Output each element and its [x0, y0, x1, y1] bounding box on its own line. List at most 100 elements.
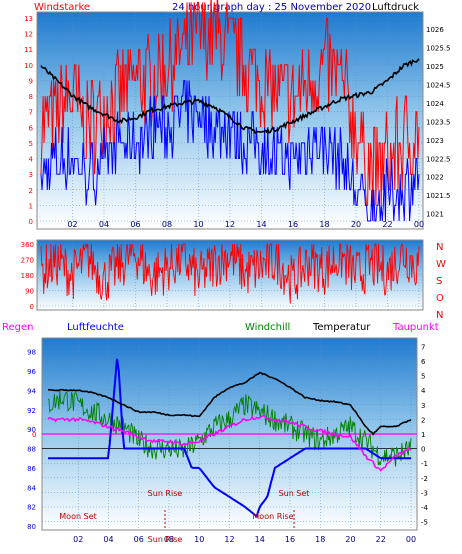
hour-tick-label: 18: [315, 535, 325, 544]
wind-tick-label: 11: [24, 46, 33, 54]
temperature-tick-label: 2: [421, 416, 425, 424]
wind-tick-label: 0: [29, 218, 33, 226]
legend-luftfeuchte: Luftfeuchte: [67, 322, 124, 333]
direction-tick-label: 270: [21, 257, 34, 265]
hour-tick-label: 00: [406, 535, 416, 544]
wind-tick-label: 12: [24, 31, 33, 39]
legend-taupunkt: Taupunkt: [392, 322, 439, 333]
temperature-tick-label: -4: [421, 504, 429, 512]
humidity-tick-label: 88: [27, 446, 36, 454]
hour-tick-label: 04: [103, 535, 113, 544]
wind-tick-label: 4: [29, 156, 34, 164]
hour-tick-label: 00: [414, 220, 424, 229]
humidity-tick-label: 96: [27, 368, 36, 376]
wind-tick-label: 5: [29, 140, 33, 148]
direction-tick-label: 360: [21, 241, 34, 249]
temperature-tick-label: 6: [421, 358, 426, 366]
wind-direction-series: [40, 242, 420, 304]
hour-tick-label: 06: [134, 535, 144, 544]
pressure-tick-label: 1023: [426, 137, 444, 145]
temperature-tick-label: 1: [421, 431, 425, 439]
hour-tick-label: 08: [164, 535, 174, 544]
hour-tick-label: 22: [376, 535, 386, 544]
pressure-tick-label: 1022.5: [426, 155, 451, 163]
wind-tick-label: 2: [29, 187, 33, 195]
wind-tick-label: 9: [29, 77, 33, 85]
humidity-tick-label: 80: [27, 523, 36, 531]
hour-tick-label: 18: [319, 220, 329, 229]
hour-tick-label: 12: [225, 220, 235, 229]
dewpoint-series: [47, 414, 412, 472]
hour-tick-label: 02: [67, 220, 77, 229]
legend-temperatur: Temperatur: [312, 322, 371, 333]
wind-axis-title: Windstarke: [34, 2, 90, 13]
wind-tick-label: 10: [24, 62, 33, 70]
temperature-tick-label: 7: [421, 343, 425, 351]
humidity-tick-label: 82: [27, 504, 36, 512]
hour-tick-label: 08: [162, 220, 172, 229]
chart-title: 24 hour graph day : 25 November 2020: [172, 2, 371, 13]
direction-tick-label: 90: [25, 288, 34, 296]
pressure-axis-title: Luftdruck: [372, 2, 419, 13]
humidity-series: [48, 358, 411, 518]
pressure-tick-label: 1021: [426, 211, 444, 219]
temperature-tick-label: -5: [421, 519, 428, 527]
hour-tick-label: 16: [288, 220, 298, 229]
temperature-tick-label: 0: [421, 446, 425, 454]
humidity-tick-label: 90: [27, 426, 36, 434]
astro-annotation: Moon Rise: [252, 512, 293, 521]
wind-tick-label: 6: [29, 124, 34, 132]
compass-label: N: [436, 242, 443, 253]
hour-tick-label: 22: [382, 220, 392, 229]
compass-label: O: [436, 293, 444, 304]
direction-tick-label: 0: [30, 303, 34, 311]
pressure-tick-label: 1026: [426, 26, 444, 34]
humidity-tick-label: 98: [27, 349, 36, 357]
hour-tick-label: 10: [193, 220, 203, 229]
wind-gust-series: [40, 0, 420, 222]
temperature-tick-label: -1: [421, 460, 428, 468]
temperature-tick-label: 5: [421, 373, 425, 381]
pressure-tick-label: 1025.5: [426, 45, 451, 53]
hour-tick-label: 12: [224, 535, 234, 544]
pressure-tick-label: 1024.5: [426, 81, 451, 89]
hour-tick-label: 14: [255, 535, 265, 544]
humidity-tick-label: 94: [27, 387, 36, 395]
pressure-tick-label: 1021.5: [426, 192, 451, 200]
astro-annotation: Sun Rise: [148, 489, 183, 498]
hour-tick-label: 16: [285, 535, 295, 544]
astro-annotation: Sun Rise: [148, 535, 183, 544]
wind-tick-label: 7: [29, 109, 33, 117]
direction-tick-label: 180: [21, 272, 34, 280]
temperature-series: [47, 371, 412, 436]
wind-tick-label: 3: [29, 171, 33, 179]
hour-tick-label: 06: [130, 220, 140, 229]
hour-tick-label: 14: [256, 220, 266, 229]
humidity-tick-label: 84: [27, 484, 36, 492]
temperature-tick-label: -2: [421, 475, 428, 483]
wind-mean-series: [40, 80, 420, 222]
humidity-tick-label: 92: [27, 407, 36, 415]
compass-label: S: [436, 276, 442, 287]
temperature-tick-label: -3: [421, 489, 428, 497]
humidity-tick-label: 86: [27, 465, 36, 473]
astro-annotation: Sun Set: [279, 489, 310, 498]
temperature-tick-label: 3: [421, 402, 425, 410]
pressure-tick-label: 1023.5: [426, 118, 451, 126]
pressure-tick-label: 1025: [426, 63, 444, 71]
wind-tick-label: 8: [29, 93, 33, 101]
hour-tick-label: 02: [73, 535, 83, 544]
legend-windchill: Windchill: [245, 322, 290, 333]
temperature-tick-label: 4: [421, 387, 426, 395]
wind-tick-label: 1: [29, 202, 33, 210]
pressure-series: [40, 58, 420, 135]
pressure-tick-label: 1024: [426, 100, 444, 108]
pressure-tick-label: 1022: [426, 174, 444, 182]
legend-regen: Regen: [2, 322, 34, 333]
hour-tick-label: 10: [194, 535, 204, 544]
hour-tick-label: 20: [351, 220, 361, 229]
compass-label: W: [436, 259, 446, 270]
hour-tick-label: 04: [99, 220, 109, 229]
